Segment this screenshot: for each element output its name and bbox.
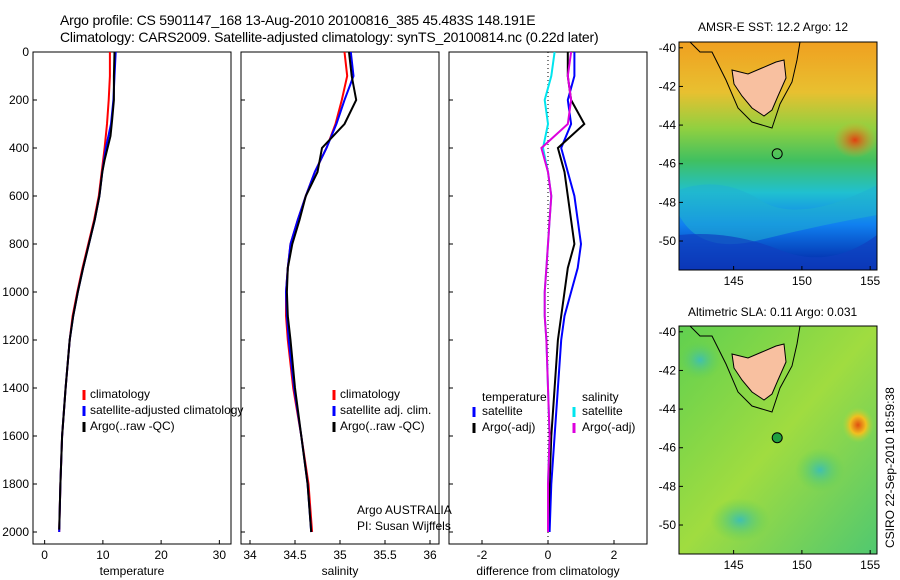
map-y-tick-label: -44 — [659, 118, 677, 132]
figure-title-line1: Argo profile: CS 5901147_168 13-Aug-2010… — [60, 12, 536, 28]
series-line-2-1 — [285, 51, 349, 533]
y-tick-label: 1000 — [2, 285, 29, 299]
legend-entry: Argo(..raw -QC) — [90, 419, 175, 433]
x-tick-label-2: 36 — [423, 548, 437, 562]
x-tick-label-2: 35.5 — [373, 548, 397, 562]
map-y-tick-label: -40 — [659, 325, 677, 339]
series-line-3-2 — [547, 52, 586, 533]
map-frame-1 — [678, 41, 878, 271]
x-tick-label-1: 20 — [154, 548, 168, 562]
x-tick-label-3: 2 — [611, 548, 618, 562]
legend-heading-temperature: temperature — [482, 390, 547, 404]
annotation-line2: PI: Susan Wijffels — [357, 519, 451, 533]
legend-entry: climatology — [90, 387, 150, 401]
y-tick-label: 600 — [9, 189, 29, 203]
x-axis-label-3: difference from climatology — [476, 564, 619, 578]
map-x-tick-label: 150 — [792, 274, 812, 288]
map-y-tick-label: -48 — [659, 195, 677, 209]
y-tick-label: 0 — [22, 45, 29, 59]
legend-entry: satellite-adjusted climatology — [90, 403, 243, 417]
x-tick-label-3: -2 — [477, 548, 488, 562]
x-axis-label-2: salinity — [322, 564, 359, 578]
map-y-tick-label: -46 — [659, 157, 677, 171]
series-line-1-1 — [58, 52, 111, 533]
y-tick-label: 1200 — [2, 333, 29, 347]
argo-position-marker — [771, 432, 783, 444]
x-tick-label-2: 35 — [333, 548, 347, 562]
x-tick-label-1: 10 — [96, 548, 110, 562]
y-tick-label: 800 — [9, 237, 29, 251]
y-tick-label: 1400 — [2, 381, 29, 395]
legend-entry: Argo(-adj) — [482, 420, 535, 434]
series-line-2-3 — [285, 51, 358, 533]
map-y-tick-label: -48 — [659, 479, 677, 493]
series-line-1-3 — [58, 51, 116, 530]
legend-entry: Argo(..raw -QC) — [340, 419, 425, 433]
y-tick-label: 400 — [9, 141, 29, 155]
map-y-tick-label: -40 — [659, 41, 677, 55]
map-y-tick-label: -50 — [659, 518, 677, 532]
legend-entry: satellite — [582, 404, 623, 418]
annotation-line1: Argo AUSTRALIA — [357, 503, 452, 517]
map-x-tick-label: 150 — [792, 558, 812, 572]
y-tick-label: 1600 — [2, 429, 29, 443]
plot-frame-1 — [32, 51, 232, 545]
map-x-tick-label: 145 — [724, 558, 744, 572]
series-line-3-1 — [548, 52, 583, 533]
x-axis-label-1: temperature — [100, 564, 165, 578]
map-y-tick-label: -46 — [659, 441, 677, 455]
map-y-tick-label: -50 — [659, 234, 677, 248]
map-y-tick-label: -42 — [659, 363, 677, 377]
x-tick-label-2: 34 — [243, 548, 257, 562]
sla-map-title: Altimetric SLA: 0.11 Argo: 0.031 — [688, 305, 858, 319]
y-tick-label: 1800 — [2, 477, 29, 491]
plot-frame-2 — [240, 51, 440, 545]
x-tick-label-3: 0 — [545, 548, 552, 562]
map-y-tick-label: -42 — [659, 79, 677, 93]
legend-entry: satellite — [482, 404, 523, 418]
map-x-tick-label: 155 — [860, 558, 880, 572]
x-tick-label-1: 30 — [213, 548, 227, 562]
x-tick-label-2: 34.5 — [283, 548, 307, 562]
map-x-tick-label: 145 — [724, 274, 744, 288]
figure-title-line2: Climatology: CARS2009. Satellite-adjuste… — [60, 29, 599, 45]
legend-entry: climatology — [340, 387, 400, 401]
sst-field — [679, 42, 877, 270]
sst-map-title: AMSR-E SST: 12.2 Argo: 12 — [698, 20, 849, 34]
legend-entry: satellite adj. clim. — [340, 403, 431, 417]
map-y-tick-label: -44 — [659, 402, 677, 416]
argo-position-marker — [771, 148, 783, 160]
legend-entry: Argo(-adj) — [582, 420, 635, 434]
x-tick-label-1: 0 — [41, 548, 48, 562]
series-line-3-4 — [540, 51, 573, 532]
y-tick-label: 200 — [9, 93, 29, 107]
legend-heading-salinity: salinity — [582, 390, 619, 404]
y-tick-label: 2000 — [2, 525, 29, 539]
map-x-tick-label: 155 — [860, 274, 880, 288]
map-frame-2 — [678, 325, 878, 555]
